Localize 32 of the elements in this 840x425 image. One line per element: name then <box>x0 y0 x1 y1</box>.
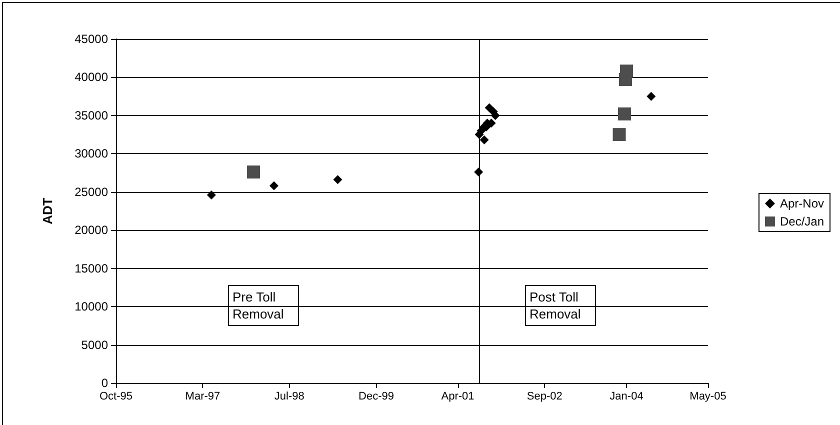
y-tick-label: 15000 <box>74 261 108 276</box>
y-tick-label: 35000 <box>74 108 108 122</box>
x-tick-label: Jul-98 <box>274 390 304 402</box>
x-tick-label: Sep-02 <box>526 390 562 402</box>
point <box>618 107 631 120</box>
x-tick-label: Oct-95 <box>99 390 133 402</box>
y-tick-label: 5000 <box>81 338 108 352</box>
y-tick-label: 25000 <box>74 184 108 199</box>
x-tick-label: Apr-01 <box>441 390 474 402</box>
x-tick-label: May-05 <box>690 390 726 402</box>
y-tick-label: 40000 <box>74 70 108 84</box>
x-tick-label: Dec-99 <box>358 390 394 402</box>
point <box>247 166 260 179</box>
legend-label: Dec/Jan <box>780 214 824 228</box>
y-tick-label: 10000 <box>74 300 108 314</box>
point <box>480 135 489 144</box>
point <box>269 181 278 190</box>
point <box>206 190 216 200</box>
y-tick-label: 30000 <box>74 146 108 161</box>
y-tick-label: 45000 <box>74 32 108 46</box>
y-tick-label: 0 <box>101 376 108 390</box>
point <box>612 128 626 142</box>
x-tick-label: Mar-97 <box>185 390 220 402</box>
x-tick-label: Jan-04 <box>610 390 644 402</box>
y-tick-label: 20000 <box>74 223 108 238</box>
point <box>333 175 342 184</box>
annotation: Pre Toll Removal <box>232 290 284 322</box>
y-axis-title: ADT <box>40 198 55 224</box>
point <box>646 92 656 101</box>
legend-label: Apr-Nov <box>780 196 824 210</box>
annotation: Post Toll Removal <box>530 290 581 322</box>
point <box>620 64 633 78</box>
